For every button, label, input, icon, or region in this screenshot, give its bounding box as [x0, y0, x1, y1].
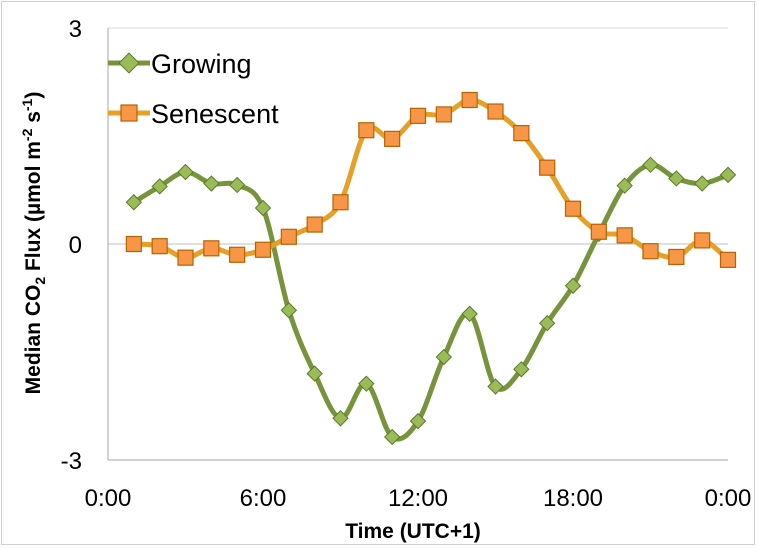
point-growing-15 [513, 361, 530, 378]
legend-item-senescent: Senescent [108, 99, 279, 129]
point-senescent-11 [409, 107, 427, 124]
point-senescent-21 [668, 248, 685, 266]
point-senescent-7 [306, 216, 323, 233]
legend-growing-marker [118, 52, 140, 74]
point-growing-12 [435, 348, 453, 366]
y-axis-title: Median CO2 Flux (µmol m-2 s-1) [19, 92, 48, 395]
point-growing-19 [616, 177, 633, 194]
point-senescent-15 [513, 125, 530, 142]
point-senescent-5 [254, 241, 272, 258]
point-senescent-16 [539, 159, 556, 176]
legend-senescent-label: Senescent [151, 99, 279, 129]
series-markers [125, 91, 737, 446]
point-senescent-1 [151, 238, 168, 255]
series-line-growing [131, 162, 731, 442]
tick-labels: -3 0 3 0:00 6:00 12:00 18:00 0:00 [61, 16, 752, 512]
x-axis-title: Time (UTC+1) [345, 520, 481, 543]
point-growing-3 [203, 175, 220, 192]
point-growing-14 [487, 378, 504, 395]
point-growing-10 [383, 428, 401, 446]
point-senescent-0 [125, 235, 142, 253]
x-tick-label-0: 0:00 [85, 485, 132, 512]
point-growing-20 [642, 156, 659, 174]
point-growing-23 [719, 166, 737, 184]
point-growing-5 [254, 199, 272, 217]
point-senescent-13 [461, 91, 478, 109]
legend: Growing Senescent [108, 49, 279, 129]
point-growing-11 [409, 412, 427, 430]
legend-senescent-marker [120, 104, 138, 122]
point-senescent-20 [642, 243, 659, 260]
point-senescent-8 [332, 194, 349, 211]
point-senescent-22 [694, 232, 711, 249]
point-senescent-2 [177, 249, 194, 266]
point-growing-13 [461, 305, 478, 323]
point-senescent-9 [358, 122, 375, 139]
point-growing-2 [177, 163, 194, 181]
y-tick-label-2: 3 [69, 16, 82, 43]
legend-growing-label: Growing [151, 49, 252, 79]
point-senescent-6 [280, 228, 297, 245]
point-growing-4 [228, 176, 246, 194]
y-tick-label-0: -3 [61, 448, 82, 475]
legend-item-growing: Growing [108, 49, 252, 79]
series-lines [131, 97, 731, 442]
point-growing-1 [151, 178, 168, 195]
point-senescent-12 [435, 106, 452, 123]
point-senescent-3 [203, 240, 220, 257]
x-tick-label-3: 18:00 [543, 485, 603, 512]
point-growing-16 [538, 314, 556, 332]
point-growing-21 [668, 170, 685, 187]
x-tick-label-4: 0:00 [705, 485, 752, 512]
point-growing-8 [332, 410, 349, 427]
x-tick-label-1: 6:00 [240, 485, 287, 512]
point-growing-0 [125, 194, 143, 211]
point-senescent-14 [487, 103, 504, 120]
point-senescent-10 [384, 130, 401, 147]
point-growing-17 [564, 277, 582, 294]
point-senescent-19 [616, 227, 633, 244]
point-senescent-4 [229, 246, 246, 263]
point-senescent-18 [590, 223, 607, 240]
y-tick-label-1: 0 [69, 232, 82, 259]
point-growing-7 [306, 365, 323, 382]
x-tick-label-2: 12:00 [388, 485, 448, 512]
point-senescent-23 [719, 251, 737, 268]
point-growing-6 [280, 302, 298, 319]
point-growing-9 [358, 375, 375, 392]
point-growing-22 [693, 175, 711, 192]
point-senescent-17 [564, 200, 582, 217]
